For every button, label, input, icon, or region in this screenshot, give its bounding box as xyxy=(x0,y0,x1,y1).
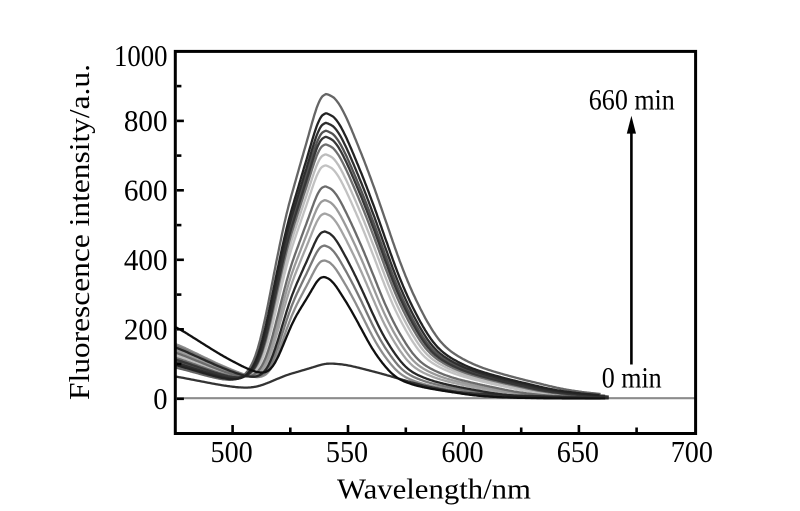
svg-text:650: 650 xyxy=(557,434,599,469)
svg-text:550: 550 xyxy=(326,434,368,469)
svg-text:600: 600 xyxy=(124,173,168,208)
svg-text:500: 500 xyxy=(211,434,253,469)
svg-text:200: 200 xyxy=(124,312,168,347)
svg-text:700: 700 xyxy=(671,434,713,469)
svg-text:660 min: 660 min xyxy=(589,83,675,116)
svg-text:1000: 1000 xyxy=(114,38,168,73)
svg-text:400: 400 xyxy=(124,242,168,277)
svg-text:600: 600 xyxy=(441,434,483,469)
svg-text:0: 0 xyxy=(153,381,167,416)
svg-text:Fluorescence intensity/a.u.: Fluorescence intensity/a.u. xyxy=(64,64,96,400)
svg-text:Wavelength/nm: Wavelength/nm xyxy=(337,474,531,506)
svg-text:0 min: 0 min xyxy=(602,361,662,394)
svg-text:800: 800 xyxy=(124,103,168,138)
